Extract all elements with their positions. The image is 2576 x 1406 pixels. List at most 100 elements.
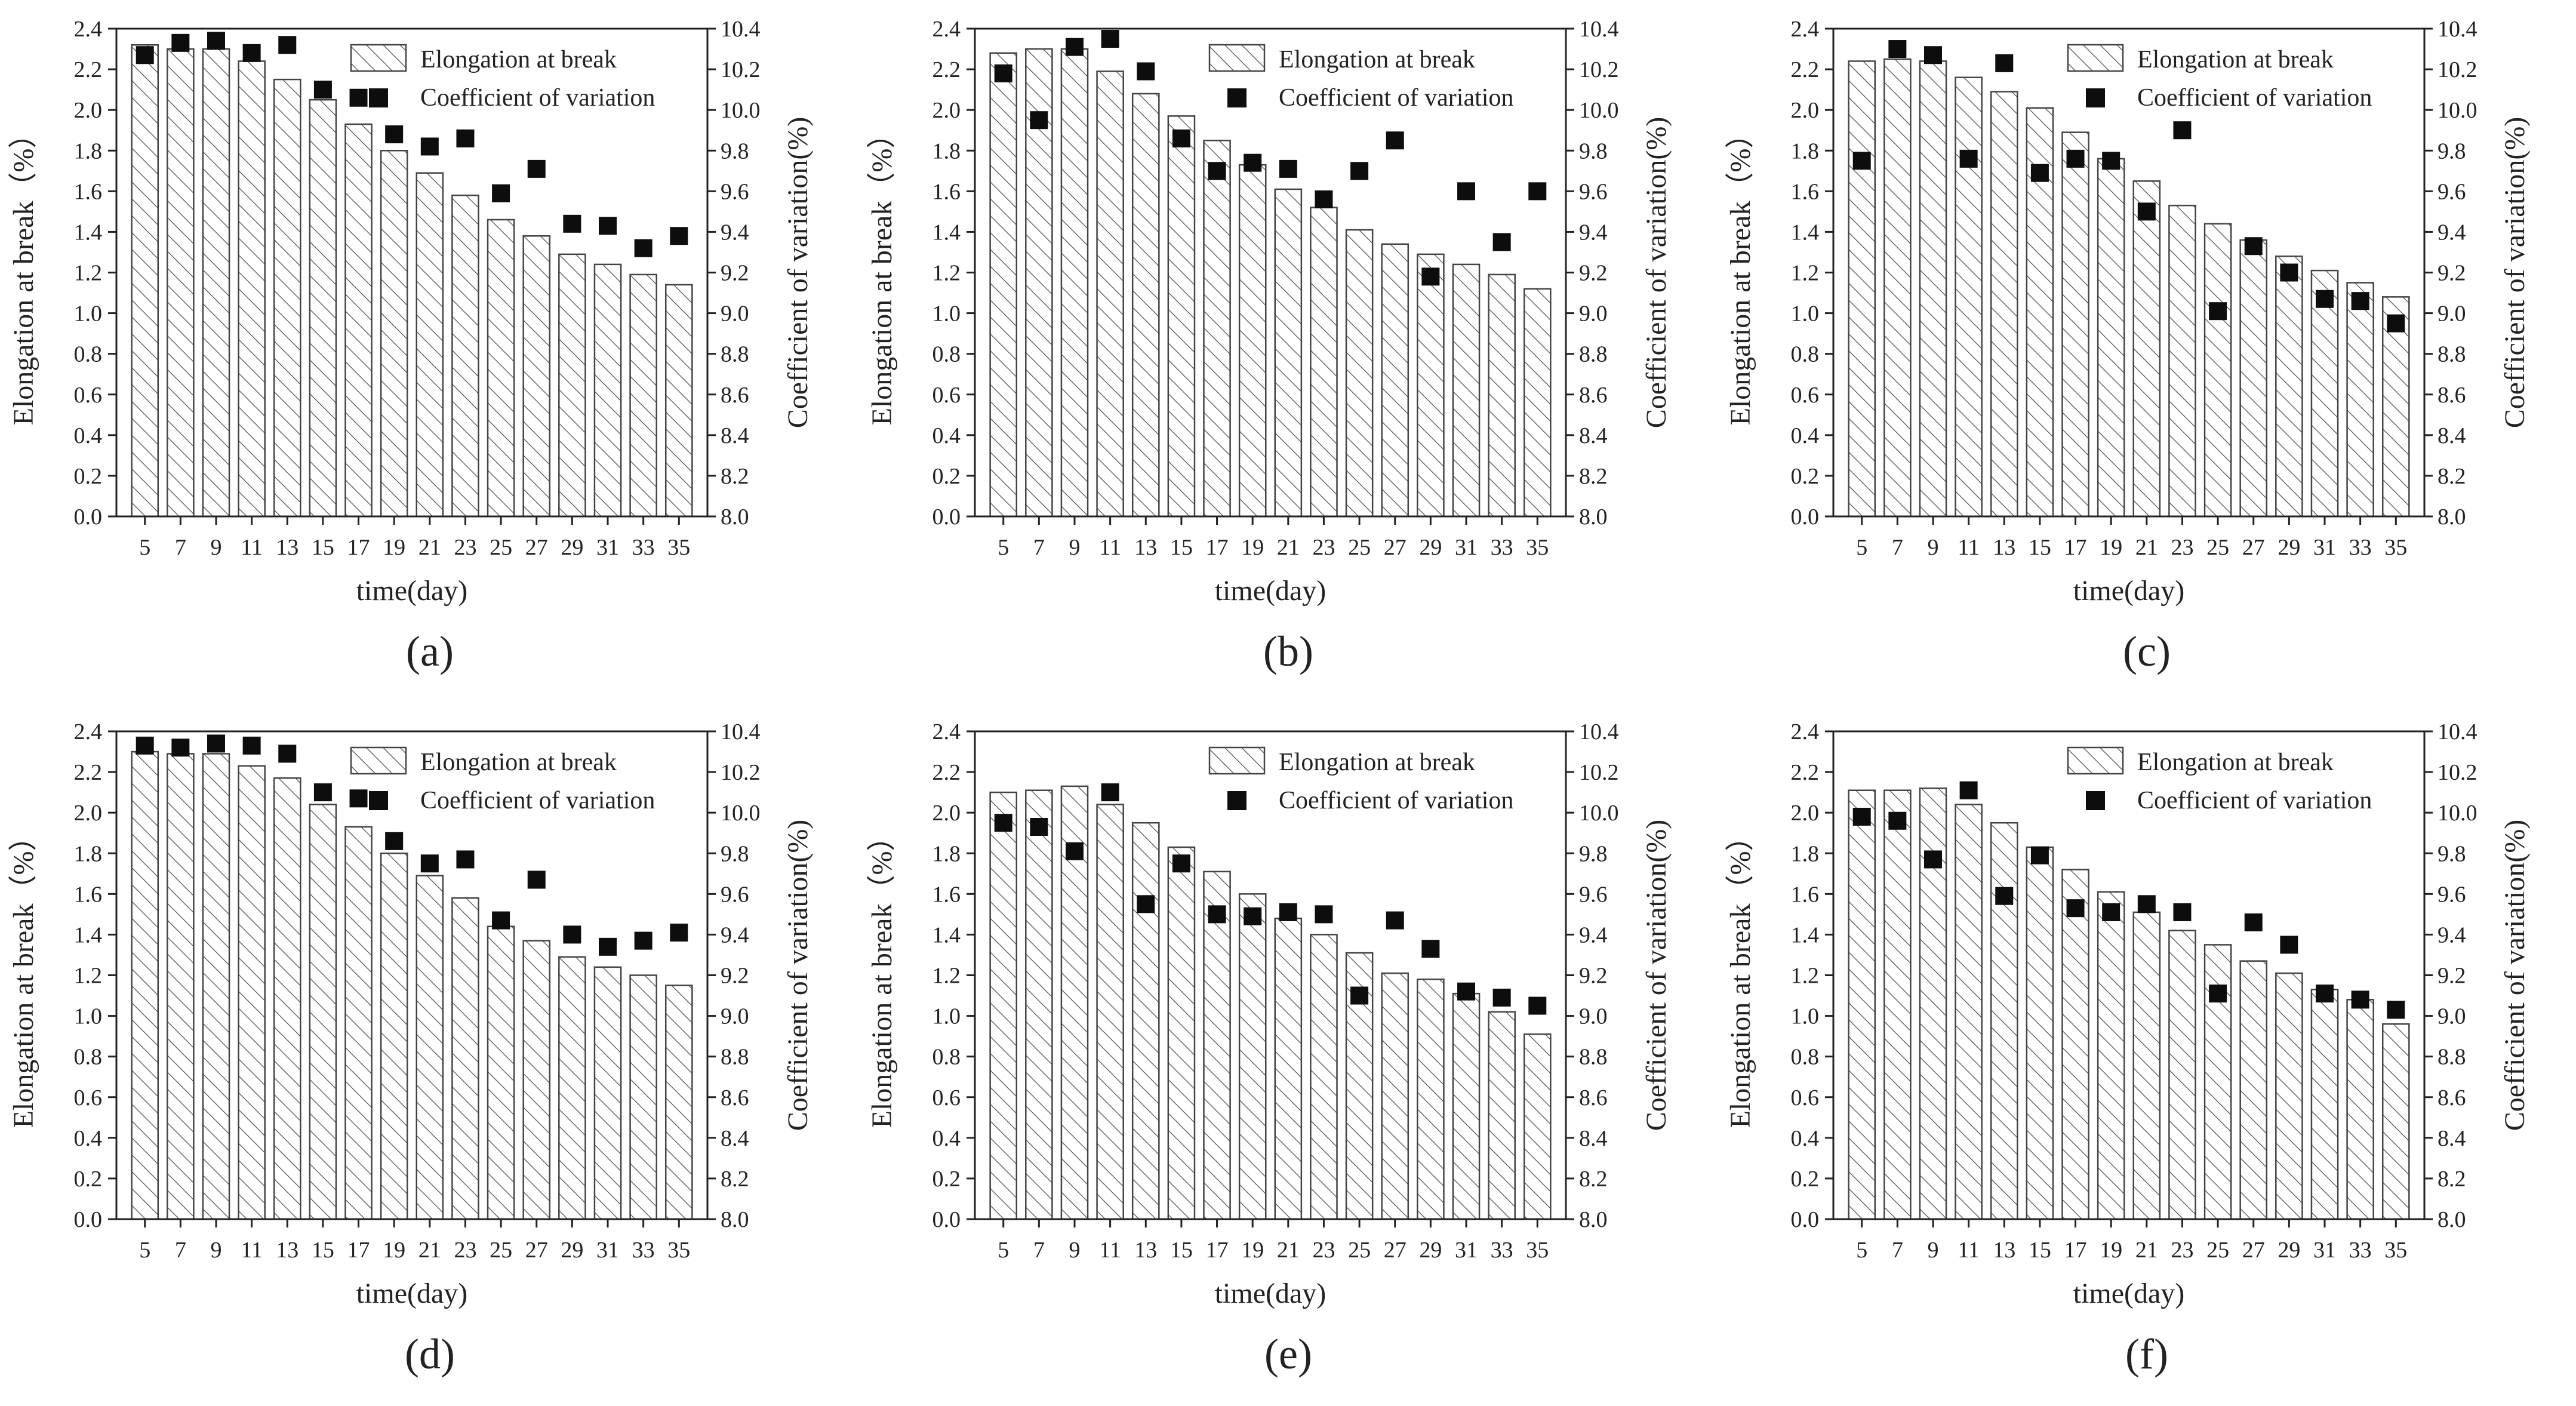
y-right-tick-label: 9.8	[721, 841, 749, 866]
y-right-tick-label: 9.4	[721, 922, 749, 947]
marker-cv-19	[2102, 903, 2120, 921]
marker-cv-35	[670, 227, 688, 245]
y-right-tick-label: 8.8	[721, 1045, 749, 1070]
marker-cv-5	[994, 64, 1012, 82]
marker-cv-7	[171, 33, 190, 52]
y-right-tick-label: 9.8	[721, 139, 749, 164]
legend-label-bar: Elongation at break	[1279, 46, 1475, 73]
legend-swatch-bar	[2067, 746, 2124, 775]
chart-panel-4: 0.0 0.2 0.4 0.6 0.8 1.0 1.2 1.4 1.6 1.8 2.0 2.2 2.4 8…	[0, 703, 858, 1405]
x-axis-label: time(day)	[1215, 575, 1327, 607]
y-left-tick-label: 1.6	[74, 179, 103, 204]
y-left-tick-label: 0.0	[1791, 1207, 1820, 1232]
x-axis-label: time(day)	[2073, 575, 2185, 607]
bar-elongation-33	[2346, 282, 2374, 518]
y-right-tick-label: 9.6	[721, 882, 749, 907]
y-right-tick-label: 8.8	[1579, 342, 1608, 367]
x-tick-label: 7	[175, 535, 186, 560]
y-right-tick-label: 10.0	[721, 801, 761, 826]
y-left-tick-label: 1.0	[1791, 301, 1820, 327]
marker-cv-33	[2351, 990, 2369, 1009]
y-right-tick-label: 8.6	[2437, 1085, 2466, 1110]
bar-elongation-5	[989, 52, 1018, 518]
y-left-tick-label: 0.4	[74, 423, 103, 448]
x-tick-label: 31	[596, 1238, 619, 1263]
marker-cv-23	[2173, 121, 2192, 140]
bar-elongation-23	[451, 897, 479, 1220]
bar-elongation-33	[2346, 999, 2374, 1220]
marker-cv-9	[1923, 850, 1942, 869]
x-tick-label: 9	[210, 1238, 221, 1263]
legend-label-marker: Coefficient of variation	[420, 787, 655, 814]
x-tick-label: 19	[2100, 535, 2122, 560]
chart-panel-1: 0.0 0.2 0.4 0.6 0.8 1.0 1.2 1.4 1.6 1.8 2.0 2.2 2.4 8…	[0, 0, 858, 703]
bar-elongation-29	[1417, 979, 1445, 1220]
x-tick-label: 19	[383, 535, 405, 560]
bar-elongation-15	[1167, 846, 1196, 1220]
y-right-tick-label: 10.2	[721, 57, 761, 82]
y-left-tick-label: 0.6	[1791, 1085, 1820, 1110]
chart-panel-5: 0.0 0.2 0.4 0.6 0.8 1.0 1.2 1.4 1.6 1.8 2.0 2.2 2.4 8…	[858, 703, 1717, 1405]
x-tick-label: 11	[1958, 535, 1980, 560]
legend-swatch-marker	[2086, 88, 2105, 107]
x-tick-label: 25	[2206, 535, 2229, 560]
marker-cv-19	[1244, 907, 1262, 925]
bar-elongation-25	[487, 219, 515, 518]
y-left-tick-label: 0.0	[932, 504, 961, 530]
bar-elongation-13	[273, 78, 301, 518]
marker-cv-5	[136, 736, 154, 755]
marker-cv-13	[1137, 62, 1155, 81]
legend-swatch-bar	[1208, 746, 1266, 775]
x-tick-label: 9	[1069, 535, 1080, 560]
marker-cv-9	[1065, 38, 1084, 56]
y-right-tick-label: 8.2	[1579, 464, 1608, 489]
x-tick-label: 11	[1099, 535, 1121, 560]
bar-elongation-15	[1167, 115, 1196, 518]
y-left-tick-label: 1.0	[74, 301, 103, 327]
x-tick-label: 29	[1419, 535, 1442, 560]
x-tick-label: 11	[241, 1238, 263, 1263]
y-left-tick-label: 0.8	[1791, 342, 1820, 367]
marker-cv-21	[2137, 895, 2156, 913]
y-right-tick-label: 9.0	[721, 1004, 749, 1029]
y-right-tick-label: 10.4	[2437, 17, 2477, 42]
x-tick-label: 13	[276, 535, 298, 560]
marker-cv-33	[2351, 292, 2369, 310]
bar-elongation-27	[522, 940, 551, 1220]
x-tick-label: 23	[1312, 1238, 1335, 1263]
marker-cv-27	[1386, 911, 1404, 930]
legend-swatch-bar	[2067, 44, 2124, 72]
x-tick-label: 21	[418, 535, 441, 560]
y-left-tick-label: 0.8	[74, 342, 103, 367]
marker-cv-17	[2066, 149, 2085, 168]
marker-cv-29	[563, 925, 581, 944]
y-left-tick-label: 1.2	[1791, 261, 1820, 286]
bar-elongation-17	[1203, 870, 1231, 1220]
bar-elongation-5	[131, 44, 159, 518]
y-right-tick-label: 8.0	[1579, 504, 1608, 530]
x-tick-label: 19	[1241, 535, 1264, 560]
y-left-tick-label: 0.0	[74, 1207, 103, 1232]
marker-cv-9	[207, 32, 225, 50]
marker-cv-11	[242, 736, 261, 755]
y-left-tick-label: 1.2	[932, 261, 961, 286]
legend-swatch-bar	[350, 746, 407, 775]
bar-elongation-21	[2132, 911, 2161, 1220]
marker-cv-17	[349, 88, 368, 107]
y-right-tick-label: 8.4	[2437, 1126, 2466, 1151]
y-right-tick-label: 8.0	[2437, 504, 2466, 530]
y-left-tick-label: 1.0	[1791, 1004, 1820, 1029]
bar-elongation-11	[238, 60, 266, 518]
y-right-tick-label: 9.6	[2437, 179, 2466, 204]
y-left-tick-label: 1.4	[74, 922, 103, 947]
marker-cv-27	[527, 870, 546, 889]
bar-elongation-17	[2061, 131, 2089, 518]
bar-elongation-11	[1955, 804, 1983, 1220]
marker-cv-35	[1528, 182, 1547, 201]
legend-swatch-marker	[1227, 88, 1247, 107]
y-right-axis-label: Coefficient of variation(%)	[2499, 117, 2531, 429]
bar-elongation-19	[1238, 164, 1267, 518]
x-tick-label: 29	[2278, 1238, 2300, 1263]
x-tick-label: 29	[561, 1238, 583, 1263]
x-tick-label: 21	[2135, 1238, 2158, 1263]
